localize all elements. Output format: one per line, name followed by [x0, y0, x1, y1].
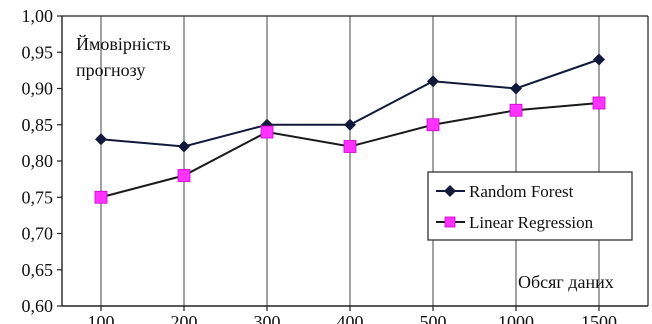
x-tick-label-100: 100: [88, 312, 115, 324]
legend: Random Forest Linear Regression: [427, 171, 633, 241]
legend-box: [427, 171, 633, 241]
point-linear-regression-100: [94, 190, 108, 204]
y-tick-label-0,85: 0,85: [22, 115, 54, 135]
y-tick-label-0,95: 0,95: [22, 42, 54, 62]
point-linear-regression-1000: [509, 103, 523, 117]
point-random-forest-400: [344, 118, 356, 131]
point-linear-regression-500: [426, 118, 440, 132]
point-random-forest-100: [95, 133, 107, 146]
point-linear-regression-400: [343, 140, 357, 153]
grid: [100, 16, 600, 306]
legend-marker-linear-regression: [444, 216, 456, 228]
point-linear-regression-300: [260, 125, 274, 139]
series-markers: [94, 53, 606, 204]
y-tick-label-1,00: 1,00: [22, 6, 54, 26]
y-tick-label-0,70: 0,70: [22, 224, 54, 244]
y-axis-title-line-2: прогнозу: [76, 60, 145, 80]
point-linear-regression-200: [177, 169, 191, 182]
x-tick-label-200: 200: [171, 312, 198, 324]
point-random-forest-200: [178, 140, 190, 153]
point-random-forest-500: [427, 75, 439, 88]
axes: [57, 15, 649, 311]
y-tick-label-0,75: 0,75: [22, 187, 54, 207]
x-tick-label-300: 300: [254, 312, 281, 324]
y-axis-title-line-1: Ймовірність: [76, 34, 171, 54]
x-tick-label-1000: 1000: [498, 312, 534, 324]
x-tick-label-500: 500: [420, 312, 447, 324]
y-tick-labels: 0,60 0,65 0,70 0,75 0,80 0,85 0,90 0,95 1,00: [22, 6, 54, 316]
x-tick-label-1500: 1500: [581, 312, 617, 324]
point-random-forest-1000: [510, 82, 522, 95]
x-axis-title: Обсяг даних: [518, 272, 614, 292]
y-tick-label-0,60: 0,60: [22, 296, 54, 316]
y-axis-title: Ймовірність прогнозу: [76, 34, 171, 80]
point-random-forest-1500: [593, 53, 605, 66]
legend-label-linear-regression: Linear Regression: [469, 213, 594, 232]
x-tick-label-400: 400: [337, 312, 364, 324]
legend-marker-random-forest: [444, 185, 456, 197]
y-tick-label-0,65: 0,65: [22, 260, 54, 280]
y-tick-label-0,90: 0,90: [22, 79, 54, 99]
y-tick-label-0,80: 0,80: [22, 151, 54, 171]
legend-label-random-forest: Random Forest: [469, 182, 574, 201]
point-linear-regression-1500: [592, 96, 606, 110]
x-tick-labels: 100 200 300 400 500 1000 1500: [88, 312, 618, 324]
